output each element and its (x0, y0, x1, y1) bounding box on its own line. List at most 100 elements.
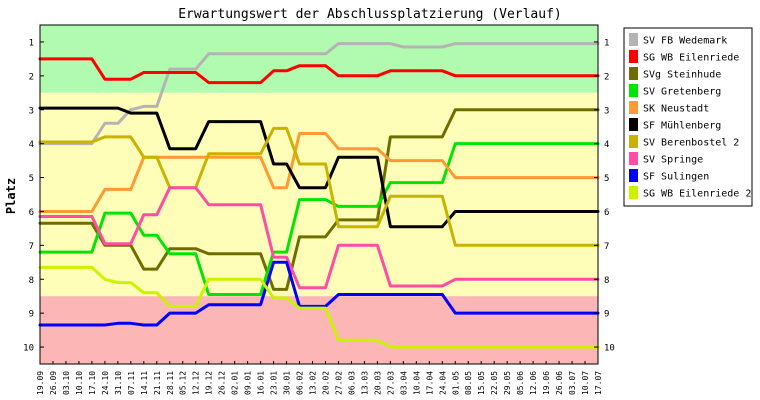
legend-box (623, 27, 753, 207)
x-tick-label-40: 26.06 (555, 371, 564, 395)
x-tick-label-15: 02.01 (231, 371, 240, 395)
x-tick-label-35: 22.05 (490, 371, 499, 395)
legend-entry-2: SVg Steinhude (643, 70, 721, 81)
x-tick-label-1: 26.09 (49, 371, 58, 395)
x-tick-label-21: 13.02 (309, 371, 318, 395)
x-tick-label-9: 21.11 (153, 371, 162, 395)
series-line-1 (38, 57, 600, 85)
legend-entry-5: SF Mühlenberg (643, 121, 721, 132)
series-line-7 (38, 186, 600, 290)
y-tick-label-left-6: 7 (29, 242, 34, 252)
series-line-4 (38, 132, 600, 213)
x-tick-label-32: 01.05 (451, 371, 460, 395)
x-tick-label-2: 03.10 (62, 371, 71, 395)
y-tick-label-right-3: 4 (604, 140, 609, 150)
series-line-0 (38, 42, 600, 146)
legend-entry-6: SV Berenbostel 2 (643, 138, 739, 149)
x-tick-label-12: 12.12 (192, 371, 201, 395)
y-tick-label-left-1: 2 (29, 72, 34, 82)
legend-entry-9: SG WB Eilenriede 2 (643, 189, 751, 200)
y-ticks-left: 1 2 3 4 5 6 7 8 9 10 (23, 38, 44, 354)
series-line-2 (38, 108, 600, 291)
x-tick-label-42: 10.07 (581, 371, 590, 395)
x-tick-label-10: 28.11 (166, 371, 175, 395)
y-tick-label-right-2: 3 (604, 106, 609, 116)
x-tick-label-38: 12.06 (529, 371, 538, 395)
y-tick-label-right-6: 7 (604, 242, 609, 252)
y-tick-label-right-5: 6 (604, 208, 609, 218)
axes (39, 24, 599, 365)
x-tick-label-16: 09.01 (244, 371, 253, 395)
chart-title: Erwartungswert der Abschlussplatzierung … (178, 7, 562, 22)
x-tick-label-13: 19.12 (205, 371, 214, 395)
legend-entry-8: SF Sulingen (643, 172, 709, 183)
series-line-9 (38, 265, 600, 349)
x-tick-label-6: 31.10 (114, 371, 123, 395)
legend-swatch-6 (629, 135, 638, 148)
legend: SV FB Wedemark SG WB Eilenriede SVg Steinh… (623, 27, 753, 207)
x-tick-label-4: 17.10 (88, 371, 97, 395)
x-tick-label-3: 10.10 (75, 371, 84, 395)
y-tick-label-left-0: 1 (29, 38, 34, 48)
x-tick-label-5: 24.10 (101, 371, 110, 395)
legend-swatch-5 (629, 118, 638, 131)
series-line-6 (38, 126, 600, 247)
x-tick-label-19: 30.01 (283, 371, 292, 395)
y-tick-label-right-1: 2 (604, 72, 609, 82)
series-line-8 (38, 260, 600, 327)
legend-entry-3: SV Gretenberg (643, 87, 721, 98)
y-tick-label-right-0: 1 (604, 38, 609, 48)
x-tick-label-14: 26.12 (218, 371, 227, 395)
x-tick-label-24: 06.03 (347, 371, 356, 395)
y-tick-label-left-8: 9 (29, 310, 34, 320)
x-tick-label-25: 13.03 (360, 371, 369, 395)
legend-swatch-0 (629, 33, 638, 46)
x-tick-label-29: 10.04 (412, 371, 421, 395)
x-tick-label-8: 14.11 (140, 371, 149, 395)
legend-entry-1: SG WB Eilenriede (643, 53, 739, 64)
y-tick-label-left-4: 5 (29, 174, 34, 184)
legend-swatch-2 (629, 67, 638, 80)
y-ticks-right: 1 2 3 4 5 6 7 8 9 10 (594, 38, 615, 354)
x-tick-label-41: 03.07 (568, 371, 577, 395)
legend-entry-0: SV FB Wedemark (643, 36, 727, 47)
y-tick-label-right-4: 5 (604, 174, 609, 184)
x-tick-label-18: 23.01 (270, 371, 279, 395)
x-ticks: 19.09 26.09 03.10 10.10 17.10 24.10 31.10 07.11… (36, 361, 603, 395)
x-tick-label-39: 19.06 (542, 371, 551, 395)
y-axis-label: Platz (4, 178, 18, 214)
legend-swatch-4 (629, 101, 638, 114)
x-tick-label-23: 27.02 (334, 371, 343, 395)
x-tick-label-11: 05.12 (179, 371, 188, 395)
y-tick-label-right-9: 10 (604, 344, 615, 354)
y-tick-label-left-3: 4 (29, 140, 34, 150)
x-tick-label-43: 17.07 (594, 371, 603, 395)
band-1 (40, 92, 598, 297)
y-tick-label-left-9: 10 (23, 344, 34, 354)
legend-swatch-9 (629, 186, 638, 199)
band-0 (40, 25, 598, 93)
x-tick-label-28: 03.04 (399, 371, 408, 395)
legend-entry-4: SK Neustadt (643, 104, 709, 115)
series-line-3 (38, 142, 600, 296)
y-tick-label-right-8: 9 (604, 310, 609, 320)
legend-swatch-7 (629, 152, 638, 165)
x-tick-label-30: 17.04 (425, 371, 434, 395)
x-tick-label-34: 15.05 (477, 371, 486, 395)
x-tick-label-0: 19.09 (36, 371, 45, 395)
x-tick-label-7: 07.11 (127, 371, 136, 395)
background-bands (40, 25, 598, 364)
series-lines (38, 42, 600, 349)
x-tick-label-22: 20.02 (321, 371, 330, 395)
legend-swatch-8 (629, 169, 638, 182)
series-line-5 (38, 106, 600, 229)
legend-entry-7: SV Springe (643, 155, 703, 166)
x-tick-label-27: 27.03 (386, 371, 395, 395)
y-tick-label-left-2: 3 (29, 106, 34, 116)
legend-swatch-1 (629, 50, 638, 63)
x-tick-label-17: 16.01 (257, 371, 266, 395)
x-tick-label-20: 06.02 (296, 371, 305, 395)
x-tick-label-36: 29.05 (503, 371, 512, 395)
plot-frame (39, 24, 599, 365)
y-tick-label-right-7: 8 (604, 276, 609, 286)
